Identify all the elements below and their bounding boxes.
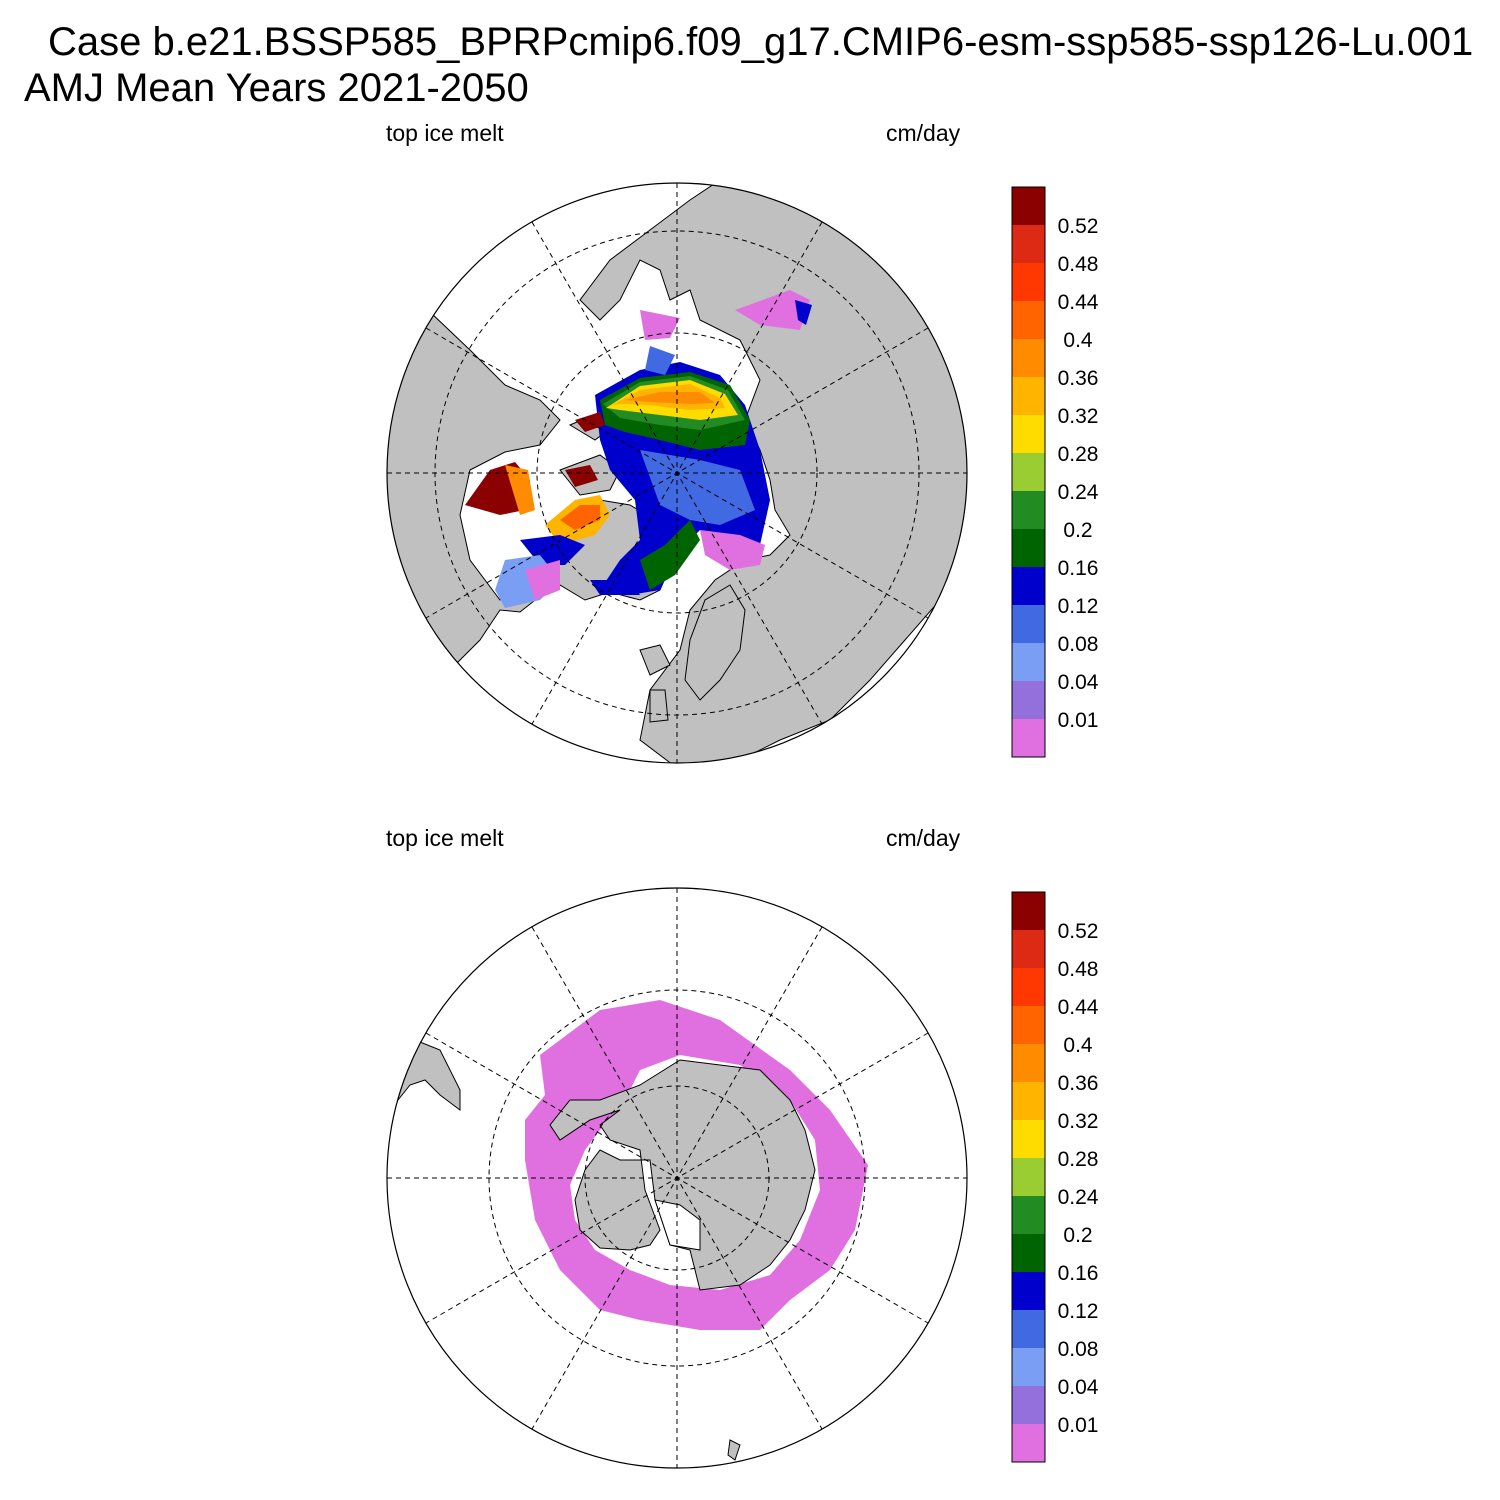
north-colorbar-swatch xyxy=(1012,719,1045,757)
north-colorbar-label: 0.01 xyxy=(1058,709,1099,732)
north-colorbar-label: 0.52 xyxy=(1058,215,1099,238)
south-colorbar-swatch xyxy=(1012,892,1045,930)
south-colorbar-swatch xyxy=(1012,1310,1045,1348)
north-colorbar-swatch xyxy=(1012,605,1045,643)
north-colorbar-label: 0.2 xyxy=(1063,519,1092,542)
south-map-border xyxy=(386,887,968,1469)
north-colorbar-swatch xyxy=(1012,225,1045,263)
north-colorbar-label: 0.28 xyxy=(1058,443,1099,466)
north-colorbar-label: 0.08 xyxy=(1058,633,1099,656)
south-colorbar-swatch xyxy=(1012,1120,1045,1158)
north-panel-variable: top ice melt xyxy=(386,120,504,146)
north-colorbar-swatch xyxy=(1012,301,1045,339)
north-polar-map xyxy=(386,182,968,764)
south-colorbar-label: 0.08 xyxy=(1058,1338,1099,1361)
north-graticule xyxy=(387,183,967,763)
north-colorbar-label: 0.4 xyxy=(1063,329,1093,352)
north-map-border xyxy=(386,182,968,764)
north-colorbar-swatch xyxy=(1012,339,1045,377)
north-colorbar-swatch xyxy=(1012,263,1045,301)
south-colorbar-label: 0.2 xyxy=(1063,1224,1092,1247)
south-colorbar-swatch xyxy=(1012,1386,1045,1424)
south-colorbar-label: 0.52 xyxy=(1058,920,1099,943)
north-colorbar-swatch xyxy=(1012,415,1045,453)
north-ice-melt-field xyxy=(465,290,812,608)
south-colorbar-label: 0.28 xyxy=(1058,1148,1099,1171)
north-colorbar-label: 0.04 xyxy=(1058,671,1099,694)
north-colorbar-label: 0.12 xyxy=(1058,595,1099,618)
south-colorbar: 0.52 0.48 0.44 0.4 0.36 0.32 0.28 0.24 0.2 0.16 0.… xyxy=(1011,891,1099,1463)
south-colorbar-swatch xyxy=(1012,1348,1045,1386)
south-colorbar-label: 0.36 xyxy=(1058,1072,1099,1095)
north-colorbar-swatch xyxy=(1012,643,1045,681)
north-colorbar-swatch xyxy=(1012,377,1045,415)
north-colorbar-swatch xyxy=(1012,187,1045,225)
south-colorbar-swatch xyxy=(1012,1424,1045,1462)
south-colorbar-swatch xyxy=(1012,1158,1045,1196)
south-colorbar-swatch xyxy=(1012,1006,1045,1044)
north-colorbar-label: 0.16 xyxy=(1058,557,1099,580)
north-colorbar: 0.52 0.48 0.44 0.4 0.36 0.32 0.28 0.24 0.2 0.16 0.… xyxy=(1011,186,1099,758)
north-colorbar-label: 0.32 xyxy=(1058,405,1099,428)
period-title: AMJ Mean Years 2021-2050 xyxy=(24,66,529,110)
south-colorbar-label: 0.24 xyxy=(1058,1186,1099,1209)
south-colorbar-label: 0.32 xyxy=(1058,1110,1099,1133)
south-colorbar-swatch xyxy=(1012,1196,1045,1234)
south-colorbar-swatch xyxy=(1012,1234,1045,1272)
north-colorbar-label: 0.36 xyxy=(1058,367,1099,390)
south-colorbar-label: 0.44 xyxy=(1058,996,1099,1019)
south-colorbar-swatch xyxy=(1012,968,1045,1006)
south-colorbar-label: 0.12 xyxy=(1058,1300,1099,1323)
south-colorbar-swatch xyxy=(1012,1272,1045,1310)
south-ice-melt-ring xyxy=(525,1000,868,1330)
south-colorbar-label: 0.16 xyxy=(1058,1262,1099,1285)
south-colorbar-label: 0.48 xyxy=(1058,958,1099,981)
south-colorbar-swatch xyxy=(1012,1082,1045,1120)
north-colorbar-swatch xyxy=(1012,529,1045,567)
south-panel-variable: top ice melt xyxy=(386,825,504,851)
south-colorbar-label: 0.01 xyxy=(1058,1414,1099,1437)
south-panel-units: cm/day xyxy=(886,825,961,851)
south-colorbar-swatch xyxy=(1012,930,1045,968)
north-colorbar-label: 0.44 xyxy=(1058,291,1099,314)
south-graticule xyxy=(387,888,967,1468)
south-colorbar-label: 0.04 xyxy=(1058,1376,1099,1399)
north-colorbar-swatch xyxy=(1012,681,1045,719)
north-colorbar-swatch xyxy=(1012,567,1045,605)
case-title: Case b.e21.BSSP585_BPRPcmip6.f09_g17.CMI… xyxy=(48,20,1474,64)
north-colorbar-label: 0.24 xyxy=(1058,481,1099,504)
north-colorbar-border xyxy=(1011,186,1046,758)
south-colorbar-swatch xyxy=(1012,1044,1045,1082)
north-panel-units: cm/day xyxy=(886,120,961,146)
north-colorbar-swatch xyxy=(1012,453,1045,491)
south-colorbar-label: 0.4 xyxy=(1063,1034,1093,1057)
south-island xyxy=(727,1439,741,1461)
north-colorbar-label: 0.48 xyxy=(1058,253,1099,276)
north-colorbar-swatch xyxy=(1012,491,1045,529)
south-colorbar-border xyxy=(1011,891,1046,1463)
south-polar-map xyxy=(386,887,968,1469)
